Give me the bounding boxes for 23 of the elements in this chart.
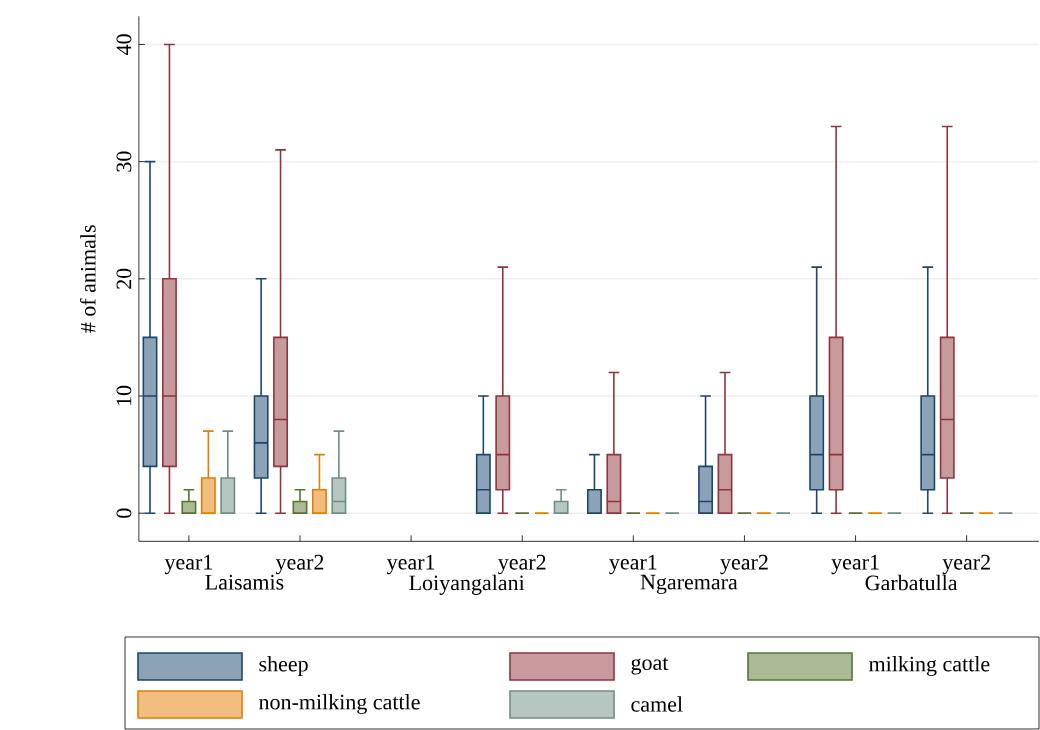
legend-label: milking cattle	[869, 656, 990, 677]
y-tick-label: 30	[116, 151, 132, 172]
y-tick-label: 10	[116, 385, 132, 406]
legend-label: sheep	[259, 656, 308, 676]
x-tick-label: year1	[386, 554, 435, 575]
legend-label: goat	[631, 657, 669, 675]
x-tick-label: year2	[942, 554, 990, 575]
x-tick-label: year2	[720, 554, 768, 575]
y-tick-label: 0	[116, 508, 132, 518]
x-tick-label: year1	[831, 554, 879, 575]
x-tick-label: year1	[164, 554, 212, 575]
text: Loiyangalani	[409, 574, 525, 595]
y-axis-title: # of animals	[79, 225, 96, 333]
text: Ngaremara	[640, 574, 738, 595]
x-tick-label: year1	[609, 554, 657, 575]
y-tick-label: 20	[116, 268, 132, 289]
text: Garbatulla	[865, 574, 958, 591]
legend-label: non-milking cattle	[259, 694, 420, 715]
x-tick-label: year2	[498, 554, 546, 575]
y-tick-label: 40	[116, 34, 132, 56]
legend-label: camel	[631, 696, 683, 712]
x-tick-label: year2	[275, 554, 324, 575]
text: Laisamis	[205, 574, 284, 590]
